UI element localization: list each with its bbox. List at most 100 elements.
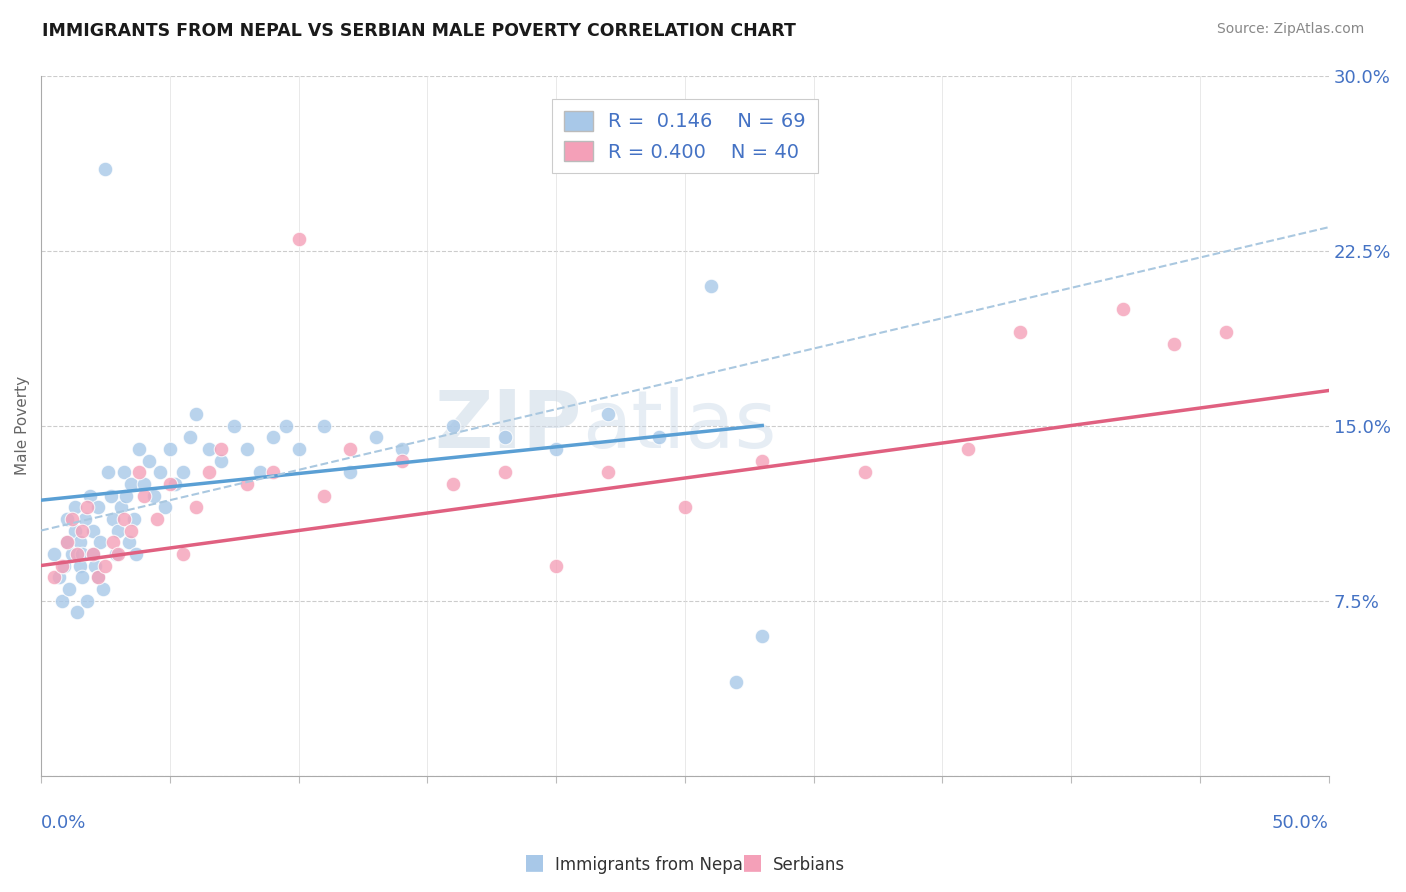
Point: [72, 524, 94, 538]
Point: [60, 547, 83, 561]
Point: [673, 500, 696, 515]
Point: [107, 524, 129, 538]
Point: [112, 465, 135, 479]
Point: [42, 547, 65, 561]
Point: [82, 524, 104, 538]
Point: [725, 675, 748, 690]
Point: [94, 161, 117, 176]
Point: [751, 628, 773, 642]
Point: [72, 570, 94, 584]
Point: [287, 442, 309, 456]
Point: [153, 500, 176, 515]
Point: [82, 547, 104, 561]
Text: atlas: atlas: [582, 386, 776, 465]
Point: [957, 442, 980, 456]
Point: [134, 476, 156, 491]
Point: [148, 465, 170, 479]
Point: [159, 476, 181, 491]
Point: [48, 570, 70, 584]
Point: [120, 524, 142, 538]
Point: [56, 512, 79, 526]
Point: [596, 407, 619, 421]
Point: [262, 465, 284, 479]
Point: [339, 442, 361, 456]
Point: [274, 418, 297, 433]
Point: [546, 442, 568, 456]
Point: [163, 476, 186, 491]
Point: [103, 512, 125, 526]
Y-axis label: Male Poverty: Male Poverty: [15, 376, 30, 475]
Point: [172, 547, 194, 561]
Text: ■: ■: [524, 853, 544, 872]
Point: [179, 430, 201, 444]
Point: [287, 232, 309, 246]
Point: [209, 453, 232, 467]
Point: [94, 558, 117, 573]
Point: [236, 476, 259, 491]
Point: [87, 570, 110, 584]
Point: [1008, 325, 1031, 339]
Point: [314, 489, 336, 503]
Point: [1112, 301, 1135, 316]
Point: [441, 418, 464, 433]
Point: [249, 465, 271, 479]
Point: [494, 430, 516, 444]
Point: [339, 465, 361, 479]
Point: [56, 535, 79, 549]
Point: [128, 465, 150, 479]
Point: [648, 430, 671, 444]
Point: [103, 535, 125, 549]
Point: [100, 489, 122, 503]
Text: ZIP: ZIP: [434, 386, 582, 465]
Point: [56, 535, 79, 549]
Point: [66, 605, 89, 619]
Point: [209, 442, 232, 456]
Point: [134, 489, 156, 503]
Point: [51, 593, 73, 607]
Point: [72, 547, 94, 561]
Point: [120, 476, 142, 491]
Point: [84, 558, 107, 573]
Point: [236, 442, 259, 456]
Point: [314, 418, 336, 433]
Point: [112, 512, 135, 526]
Point: [751, 453, 773, 467]
Point: [546, 558, 568, 573]
Point: [66, 547, 89, 561]
Point: [63, 524, 86, 538]
Point: [118, 535, 141, 549]
Point: [184, 407, 207, 421]
Point: [494, 465, 516, 479]
Point: [125, 547, 148, 561]
Point: [91, 582, 114, 596]
Point: [1215, 325, 1237, 339]
Point: [138, 453, 160, 467]
Text: ■: ■: [742, 853, 762, 872]
Point: [391, 453, 413, 467]
Point: [172, 465, 194, 479]
Point: [97, 465, 120, 479]
Point: [143, 489, 166, 503]
Point: [115, 489, 138, 503]
Point: [197, 465, 219, 479]
Point: [87, 570, 110, 584]
Legend: R =  0.146    N = 69, R = 0.400    N = 40: R = 0.146 N = 69, R = 0.400 N = 40: [553, 99, 818, 173]
Text: 50.0%: 50.0%: [1272, 814, 1329, 832]
Point: [122, 512, 145, 526]
Point: [60, 512, 83, 526]
Point: [224, 418, 246, 433]
Point: [69, 558, 91, 573]
Point: [53, 558, 76, 573]
Point: [197, 442, 219, 456]
Point: [184, 500, 207, 515]
Text: 0.0%: 0.0%: [41, 814, 87, 832]
Point: [364, 430, 387, 444]
Point: [82, 547, 104, 561]
Point: [853, 465, 876, 479]
Point: [42, 570, 65, 584]
Point: [79, 489, 101, 503]
Point: [69, 535, 91, 549]
Text: Immigrants from Nepal: Immigrants from Nepal: [555, 856, 748, 874]
Point: [76, 500, 98, 515]
Text: Source: ZipAtlas.com: Source: ZipAtlas.com: [1216, 22, 1364, 37]
